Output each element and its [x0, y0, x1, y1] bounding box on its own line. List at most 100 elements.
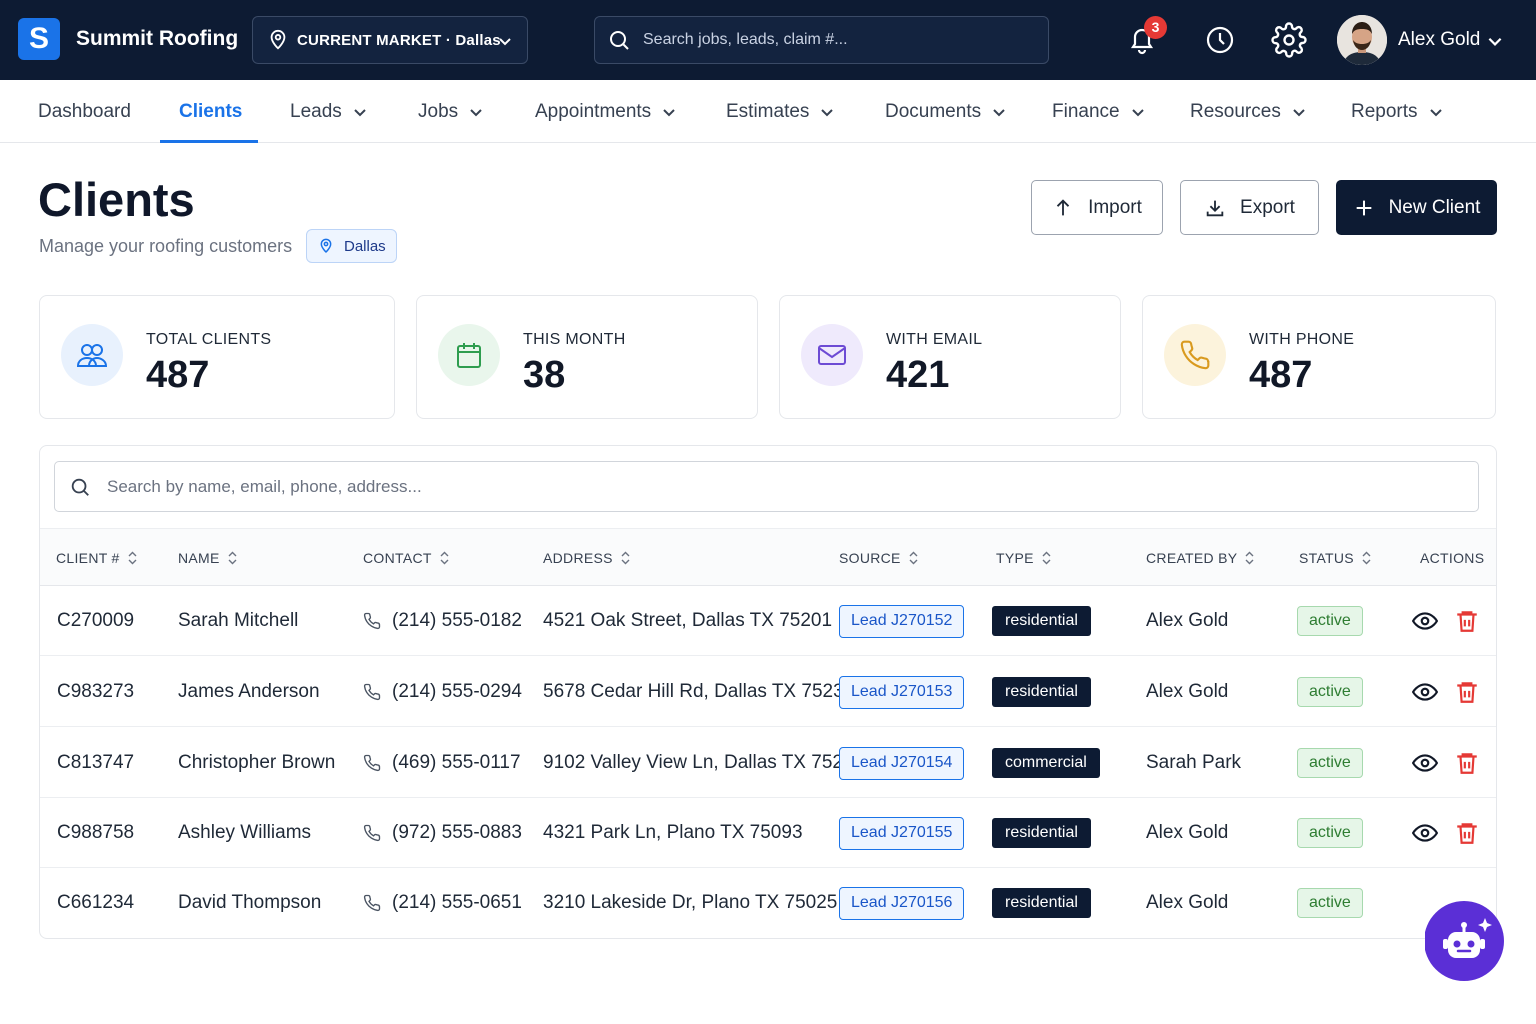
sort-icon [621, 551, 630, 565]
source-lead-link[interactable]: Lead J270152 [839, 604, 965, 638]
stat-label: WITH EMAIL [886, 331, 983, 348]
app-logo[interactable]: S [18, 18, 60, 60]
client-contact[interactable]: (214) 555-0651 [363, 868, 522, 938]
client-name[interactable]: Ashley Williams [178, 822, 312, 843]
nav-dashboard[interactable]: Dashboard [38, 80, 131, 143]
phone-number: (214) 555-0651 [392, 892, 522, 913]
column-header-client-no[interactable]: CLIENT # [56, 529, 137, 587]
type-badge: residential [992, 818, 1091, 848]
ai-assistant-button[interactable] [1425, 896, 1506, 986]
client-contact[interactable]: (972) 555-0883 [363, 798, 522, 868]
main-nav: Dashboard Clients Leads Jobs Appointment… [0, 80, 1536, 143]
table-row[interactable]: C983273 James Anderson (214) 555-0294 56… [40, 657, 1496, 727]
created-by: Sarah Park [1146, 752, 1242, 773]
phone-icon [1180, 340, 1210, 370]
nav-estimates[interactable]: Estimates [726, 80, 835, 143]
phone-icon [363, 894, 381, 912]
nav-finance[interactable]: Finance [1052, 80, 1146, 143]
stat-card-total-clients: TOTAL CLIENTS 487 [39, 295, 395, 419]
stat-icon-circle [1164, 324, 1226, 386]
nav-documents[interactable]: Documents [885, 80, 1007, 143]
avatar[interactable] [1337, 15, 1387, 65]
gear-icon[interactable] [1271, 22, 1307, 58]
market-selector[interactable]: CURRENT MARKET · Dallas [252, 16, 528, 64]
client-number: C813747 [57, 752, 135, 773]
column-label: CREATED BY [1146, 550, 1238, 566]
nav-resources[interactable]: Resources [1190, 80, 1307, 143]
phone-icon [363, 612, 381, 630]
client-number: C983273 [57, 681, 135, 702]
column-header-name[interactable]: NAME [178, 529, 237, 587]
status-badge: active [1297, 888, 1363, 918]
phone-number: (214) 555-0182 [392, 610, 522, 631]
nav-reports[interactable]: Reports [1351, 80, 1444, 143]
client-name[interactable]: Christopher Brown [178, 752, 336, 773]
trash-icon[interactable] [1454, 750, 1480, 776]
global-search-input[interactable] [643, 31, 1023, 49]
table-row[interactable]: C661234 David Thompson (214) 555-0651 32… [40, 868, 1496, 938]
clock-icon[interactable] [1202, 22, 1238, 58]
nav-appointments[interactable]: Appointments [535, 80, 677, 143]
source-lead-link[interactable]: Lead J270155 [839, 816, 965, 850]
column-header-status[interactable]: STATUS [1299, 529, 1371, 587]
client-address: 4521 Oak Street, Dallas TX 75201 [543, 610, 833, 631]
stat-value: 421 [886, 354, 950, 396]
column-header-contact[interactable]: CONTACT [363, 529, 449, 587]
client-contact[interactable]: (214) 555-0294 [363, 657, 522, 727]
nav-jobs[interactable]: Jobs [418, 80, 484, 143]
phone-number: (972) 555-0883 [392, 822, 522, 843]
source-lead-link[interactable]: Lead J270154 [839, 746, 965, 780]
column-label: STATUS [1299, 550, 1354, 566]
column-header-address[interactable]: ADDRESS [543, 529, 630, 587]
plus-icon [1356, 200, 1371, 215]
column-header-type[interactable]: TYPE [996, 529, 1051, 587]
import-button[interactable]: Import [1031, 180, 1163, 235]
new-client-button[interactable]: New Client [1336, 180, 1497, 235]
app-name: Summit Roofing [76, 27, 239, 50]
user-name[interactable]: Alex Gold [1398, 29, 1481, 50]
type-cell: commercial [992, 728, 1100, 798]
page-subtitle: Manage your roofing customers [39, 236, 293, 256]
created-by: Alex Gold [1146, 822, 1229, 843]
nav-label: Finance [1052, 100, 1120, 122]
eye-icon[interactable] [1412, 679, 1438, 705]
calendar-icon [457, 343, 481, 368]
table-row[interactable]: C813747 Christopher Brown (469) 555-0117… [40, 728, 1496, 798]
trash-icon[interactable] [1454, 820, 1480, 846]
chevron-down-icon [354, 108, 366, 116]
eye-icon[interactable] [1412, 820, 1438, 846]
source-lead-link[interactable]: Lead J270153 [839, 675, 965, 709]
arrow-up-icon [1056, 198, 1070, 215]
client-contact[interactable]: (214) 555-0182 [363, 586, 522, 656]
nav-clients[interactable]: Clients [179, 80, 242, 143]
location-chip[interactable]: Dallas [306, 229, 397, 263]
client-name[interactable]: Sarah Mitchell [178, 610, 299, 631]
client-name[interactable]: David Thompson [178, 892, 322, 913]
column-header-source[interactable]: SOURCE [839, 529, 918, 587]
client-contact[interactable]: (469) 555-0117 [363, 728, 521, 798]
source-cell: Lead J270156 [839, 868, 965, 938]
sort-icon [440, 551, 449, 565]
top-bar: S Summit Roofing CURRENT MARKET · Dallas… [0, 0, 1536, 80]
trash-icon[interactable] [1454, 608, 1480, 634]
table-row[interactable]: C270009 Sarah Mitchell (214) 555-0182 45… [40, 586, 1496, 656]
global-search [594, 16, 1049, 64]
source-lead-link[interactable]: Lead J270156 [839, 886, 965, 920]
trash-icon[interactable] [1454, 679, 1480, 705]
column-header-created-by[interactable]: CREATED BY [1146, 529, 1254, 587]
eye-icon[interactable] [1412, 750, 1438, 776]
type-badge: residential [992, 677, 1091, 707]
eye-icon[interactable] [1412, 608, 1438, 634]
client-address: 4321 Park Ln, Plano TX 75093 [543, 822, 803, 843]
bell-icon[interactable] [1124, 22, 1160, 58]
table-search-input[interactable] [107, 476, 1407, 497]
chevron-down-icon[interactable] [1486, 32, 1504, 50]
column-label: CLIENT # [56, 550, 120, 566]
table-row[interactable]: C988758 Ashley Williams (972) 555-0883 4… [40, 798, 1496, 868]
client-name[interactable]: James Anderson [178, 681, 320, 702]
stat-label: WITH PHONE [1249, 331, 1355, 348]
nav-label: Reports [1351, 100, 1418, 122]
column-label: TYPE [996, 550, 1034, 566]
export-button[interactable]: Export [1180, 180, 1319, 235]
nav-leads[interactable]: Leads [290, 80, 368, 143]
